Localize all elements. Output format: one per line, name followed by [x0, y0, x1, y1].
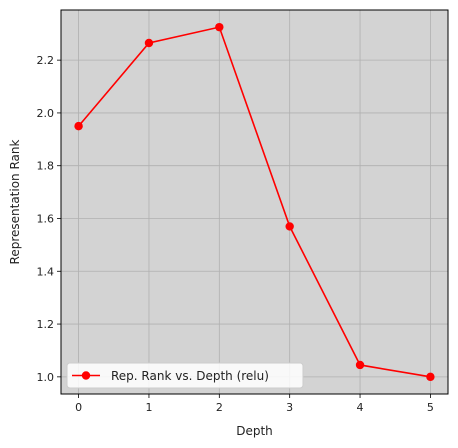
series-line — [77, 26, 431, 378]
data-point — [426, 372, 435, 382]
y-axis-label: Representation Rank — [8, 139, 22, 264]
data-point — [144, 38, 154, 48]
data-point — [285, 222, 294, 231]
x-tick-label: 2 — [216, 401, 223, 414]
y-tick-label: 1.2 — [37, 318, 55, 331]
data-point — [355, 360, 365, 370]
x-tick-label: 3 — [286, 401, 293, 414]
x-tick-label: 0 — [75, 401, 82, 414]
grid-lines — [61, 10, 448, 394]
axis-ticks: 0 1 2 3 4 5 1.0 1.2 1.4 1.6 1.8 2.0 2.2 — [37, 54, 434, 414]
y-tick-label: 2.0 — [37, 107, 55, 120]
legend-entry-label: Rep. Rank vs. Depth (relu) — [111, 369, 269, 383]
y-tick-label: 1.8 — [37, 160, 55, 173]
legend: Rep. Rank vs. Depth (relu) — [66, 362, 304, 389]
x-axis-label: Depth — [236, 424, 273, 438]
y-tick-label: 1.4 — [37, 265, 55, 278]
series-layer — [74, 22, 435, 382]
legend-marker-swatch — [81, 371, 91, 380]
x-tick-label: 5 — [427, 401, 434, 414]
y-tick-label: 1.6 — [37, 212, 55, 225]
y-tick-label: 1.0 — [37, 371, 55, 384]
legend-box — [66, 362, 304, 389]
plot-frame — [60, 9, 449, 395]
y-tick-label: 2.2 — [37, 54, 55, 67]
data-point — [215, 22, 224, 32]
x-tick-label: 4 — [357, 401, 364, 414]
plot-area — [61, 10, 448, 394]
data-point — [74, 121, 83, 131]
x-tick-label: 1 — [145, 401, 152, 414]
